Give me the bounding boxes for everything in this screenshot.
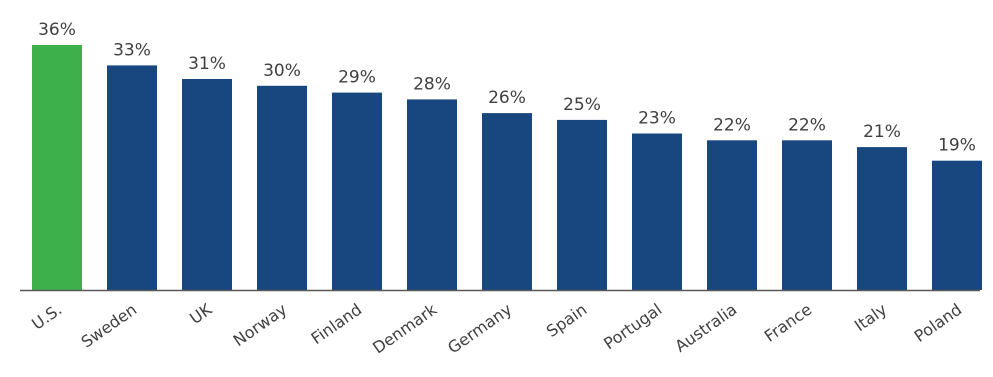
bars-group (32, 45, 982, 291)
x-tick-label: Australia (671, 300, 740, 356)
bar-portugal (632, 133, 682, 290)
bar-finland (332, 92, 382, 290)
bar-germany (482, 113, 532, 290)
x-tick-label: Portugal (600, 300, 665, 354)
bar-sweden (107, 65, 157, 291)
value-label: 36% (38, 20, 76, 40)
x-tick-label: France (761, 300, 815, 346)
value-labels-group: 36% 33% 31% 30% 29% 28% 26% 25% 23% 22% 22% 21% 19% (38, 20, 976, 156)
x-tick-label: Finland (308, 300, 366, 348)
value-label: 19% (938, 136, 976, 156)
x-tick-label: Norway (230, 300, 291, 350)
value-label: 30% (263, 61, 301, 81)
value-label: 28% (413, 74, 451, 94)
value-label: 33% (113, 40, 151, 60)
bar-denmark (407, 99, 457, 291)
value-label: 22% (713, 115, 751, 135)
x-tick-label: UK (186, 299, 216, 328)
x-tick-label: Poland (911, 300, 966, 346)
bar-spain (557, 119, 607, 291)
x-tick-label: Italy (851, 300, 890, 335)
bar-norway (257, 85, 307, 290)
value-label: 25% (563, 95, 601, 115)
bar-uk (182, 79, 232, 290)
x-tick-label: Spain (543, 300, 591, 341)
value-label: 31% (188, 54, 226, 74)
value-label: 29% (338, 68, 376, 88)
value-label: 22% (788, 115, 826, 135)
value-label: 23% (638, 109, 676, 129)
bar-italy (857, 147, 907, 290)
bar-australia (707, 140, 757, 290)
bar-u-s (32, 45, 82, 290)
bar-france (782, 140, 832, 290)
x-tick-labels-group: U.S. Sweden UK Norway Finland Denmark Germany S… (28, 299, 965, 357)
x-tick-label: U.S. (28, 300, 65, 334)
x-tick-label: Sweden (78, 300, 141, 352)
value-label: 21% (863, 122, 901, 142)
bar-poland (932, 160, 982, 290)
x-tick-label: Denmark (369, 299, 441, 357)
x-tick-label: Germany (444, 300, 515, 358)
value-label: 26% (488, 88, 526, 108)
